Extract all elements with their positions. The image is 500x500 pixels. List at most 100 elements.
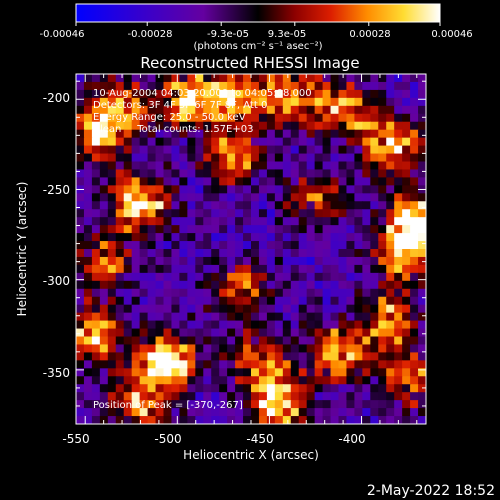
heatmap-cell [203,209,212,218]
heatmap-cell [418,177,426,186]
heatmap-cell [306,296,316,306]
heatmap-cell [410,201,419,210]
heatmap-cell [410,97,419,107]
heatmap-cell [163,81,173,91]
heatmap-cell [370,129,379,139]
heatmap-cell [410,249,419,258]
heatmap-cell [171,280,180,290]
heatmap-cell [370,89,379,99]
heatmap-cell [306,336,316,346]
heatmap-cell [211,177,220,186]
heatmap-cell [282,105,292,115]
heatmap-cell [258,376,268,385]
heatmap-cell [171,320,180,330]
heatmap-cell [155,121,165,131]
heatmap-cell [107,185,117,194]
heatmap-cell [322,177,332,186]
heatmap-cell [155,368,165,377]
heatmap-cell [155,408,165,417]
heatmap-cell [163,320,173,330]
heatmap-cell [314,328,324,338]
heatmap-cell [378,376,387,385]
heatmap-cell [227,97,236,107]
heatmap-cell [227,384,236,393]
heatmap-cell [219,392,228,401]
heatmap-cell [346,185,355,194]
heatmap-cell [187,201,196,210]
heatmap-cell [418,241,426,250]
heatmap-cell [76,161,85,171]
y-axis: -200 -250 -300 -350 Heliocentric Y (arcs… [15,91,70,380]
heatmap-cell [378,177,387,186]
heatmap-cell [266,121,276,131]
heatmap-cell [338,360,348,369]
heatmap-cell [306,233,316,242]
heatmap-cell [195,376,204,385]
heatmap-cell [386,249,395,258]
heatmap-cell [99,249,109,258]
heatmap-cell [179,328,188,338]
heatmap-cell [394,344,403,353]
heatmap-cell [76,344,85,353]
heatmap-cell [386,360,395,369]
heatmap-cell [346,400,355,409]
heatmap-cell [282,336,292,346]
heatmap-cell [155,153,165,163]
heatmap-cell [354,217,363,226]
colorbar-units-label: (photons cm⁻² s⁻¹ asec⁻²) [193,41,322,52]
heatmap-cell [227,209,236,218]
heatmap-cell [362,320,371,330]
heatmap-cell [131,392,141,401]
heatmap-cell [282,193,292,202]
heatmap-cell [243,264,252,274]
heatmap-cell [131,416,141,424]
heatmap-cell [274,185,284,194]
heatmap-cell [171,129,180,139]
heatmap-cell [258,360,268,369]
heatmap-cell [179,225,188,234]
heatmap-cell [394,209,403,218]
heatmap-cell [298,416,308,424]
heatmap-cell [410,137,419,147]
heatmap-cell [139,312,149,322]
heatmap-cell [251,137,260,147]
heatmap-cell [99,113,109,123]
heatmap-cell [83,352,93,361]
heatmap-cell [251,81,260,91]
heatmap-cell [179,185,188,194]
heatmap-cell [187,129,196,139]
heatmap-cell [91,328,101,338]
heatmap-cell [378,408,387,417]
heatmap-cell [314,169,324,178]
heatmap-cell [314,344,324,353]
heatmap-cell [235,376,244,385]
heatmap-cell [147,416,157,424]
heatmap-cell [410,74,419,83]
heatmap-cell [386,241,395,250]
heatmap-cell [76,129,85,139]
heatmap-cell [123,105,133,115]
heatmap-cell [115,384,125,393]
heatmap-cell [91,145,101,155]
heatmap-cell [115,193,125,202]
heatmap-cell [314,392,324,401]
heatmap-cell [115,288,125,298]
heatmap-cell [235,121,244,131]
heatmap-cell [251,217,260,226]
heatmap-cell [258,97,268,107]
heatmap-cell [274,360,284,369]
heatmap-cell [258,233,268,242]
heatmap-cell [211,384,220,393]
heatmap-cell [243,177,252,186]
heatmap-cell [274,113,284,123]
heatmap-cell [76,288,85,298]
heatmap-cell [243,241,252,250]
heatmap-cell [163,288,173,298]
heatmap-cell [251,153,260,163]
heatmap-cell [155,217,165,226]
heatmap-cell [163,360,173,369]
heatmap-cell [314,272,324,282]
heatmap-cell [322,249,332,258]
heatmap-cell [378,97,387,107]
heatmap-cell [290,272,300,282]
